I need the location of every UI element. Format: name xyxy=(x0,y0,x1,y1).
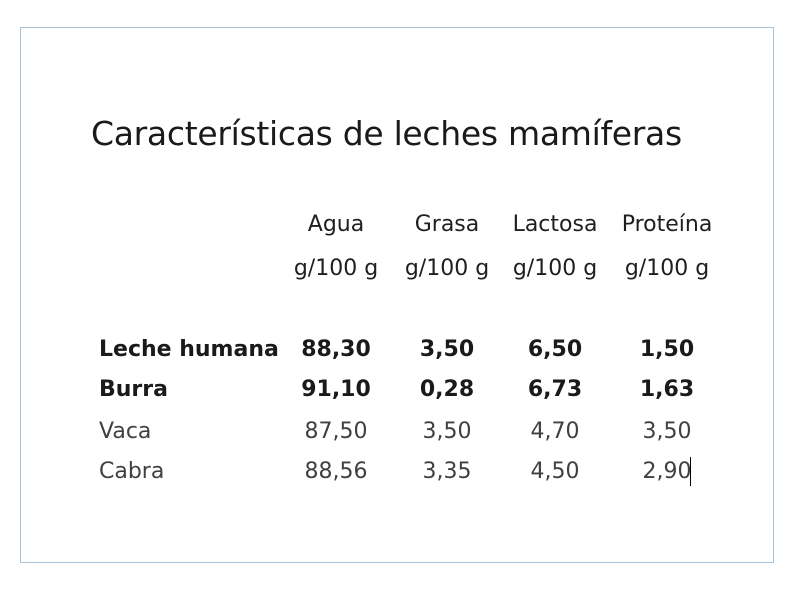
column-unit-agua: g/100 g xyxy=(293,256,379,281)
table-cell: 2,90 xyxy=(642,459,692,484)
table-cell: 0,28 xyxy=(419,377,475,402)
table-cell: 6,73 xyxy=(527,377,583,402)
row-label-burra: Burra xyxy=(99,377,168,402)
table-cell: 88,56 xyxy=(304,459,368,484)
row-label-vaca: Vaca xyxy=(99,419,152,444)
column-unit-lactosa: g/100 g xyxy=(512,256,598,281)
row-label-cabra: Cabra xyxy=(99,459,165,484)
column-unit-grasa: g/100 g xyxy=(404,256,490,281)
table-cell: 3,50 xyxy=(642,419,692,444)
text-cursor xyxy=(690,457,691,486)
table-cell: 4,50 xyxy=(530,459,580,484)
table-cell: 6,50 xyxy=(527,337,583,362)
column-unit-proteina: g/100 g xyxy=(624,256,710,281)
row-label-leche-humana: Leche humana xyxy=(99,337,279,362)
slide-frame: Características de leches mamíferas Agua… xyxy=(20,27,774,563)
table-cell: 1,50 xyxy=(639,337,695,362)
column-header-agua: Agua xyxy=(307,212,365,237)
table-cell: 3,50 xyxy=(419,337,475,362)
column-header-grasa: Grasa xyxy=(414,212,480,237)
table-cell: 3,50 xyxy=(422,419,472,444)
column-header-proteina: Proteína xyxy=(621,212,713,237)
table-cell: 1,63 xyxy=(639,377,695,402)
table-cell: 4,70 xyxy=(530,419,580,444)
table-cell: 87,50 xyxy=(304,419,368,444)
page-title: Características de leches mamíferas xyxy=(91,114,682,153)
column-header-lactosa: Lactosa xyxy=(512,212,598,237)
table-cell: 91,10 xyxy=(301,377,371,402)
table-cell: 88,30 xyxy=(301,337,371,362)
table-cell: 3,35 xyxy=(422,459,472,484)
